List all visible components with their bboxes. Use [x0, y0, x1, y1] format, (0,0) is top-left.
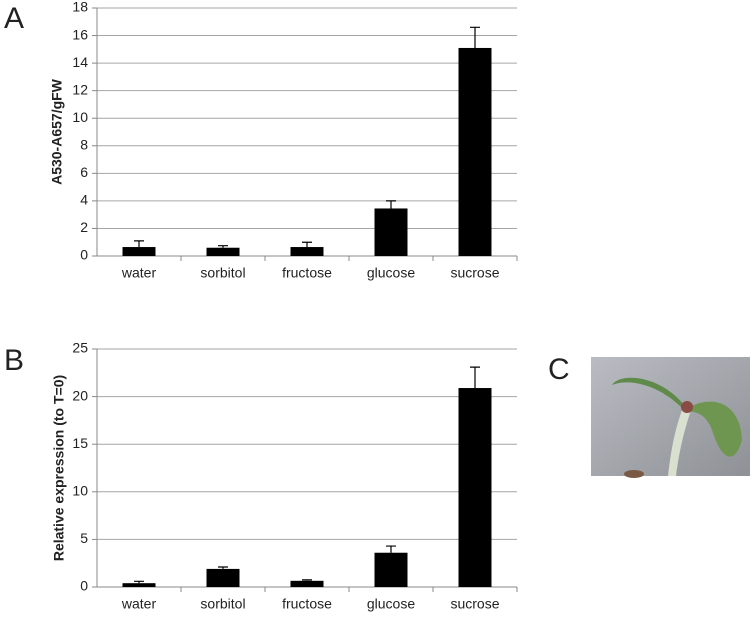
- panel-label: C: [548, 353, 570, 386]
- y-tick-label: 10: [72, 109, 88, 125]
- x-tick-label: fructose: [282, 265, 332, 281]
- x-tick-label: sorbitol: [200, 596, 245, 612]
- error-bar: [386, 545, 396, 553]
- y-tick-label: 4: [80, 192, 88, 208]
- apex: [681, 401, 693, 413]
- bar: [290, 580, 324, 587]
- photo: [591, 357, 750, 478]
- y-tick-label: 20: [72, 387, 88, 403]
- y-tick-label: 15: [72, 435, 88, 451]
- y-tick-label: 2: [80, 219, 88, 235]
- error-bar: [302, 579, 312, 581]
- bar: [374, 208, 408, 256]
- leaf: [688, 401, 742, 457]
- error-bar: [218, 566, 228, 569]
- leaf: [612, 377, 684, 410]
- y-tick-label: 25: [72, 340, 88, 356]
- error-bar: [302, 241, 312, 248]
- error-bar: [470, 26, 480, 48]
- bar: [122, 247, 156, 256]
- y-tick-label: 16: [72, 26, 88, 42]
- error-bar: [470, 366, 480, 389]
- y-tick-label: 6: [80, 164, 88, 180]
- x-tick-label: glucose: [367, 596, 415, 612]
- bar: [206, 568, 240, 587]
- y-tick-label: 12: [72, 81, 88, 97]
- bar: [290, 247, 324, 256]
- error-bar: [386, 200, 396, 209]
- x-tick-label: sorbitol: [200, 265, 245, 281]
- y-tick-label: 14: [72, 54, 88, 70]
- y-tick-label: 0: [80, 578, 88, 594]
- bar: [458, 47, 492, 257]
- y-axis-title: Relative expression (to T=0): [51, 375, 67, 561]
- y-tick-label: 5: [80, 530, 88, 546]
- error-bar: [134, 580, 144, 584]
- x-tick-label: fructose: [282, 596, 332, 612]
- debris: [624, 470, 644, 478]
- panel-label: A: [4, 2, 24, 35]
- y-tick-label: 10: [72, 483, 88, 499]
- x-tick-label: water: [121, 265, 157, 281]
- x-tick-label: water: [121, 596, 157, 612]
- y-tick-label: 18: [72, 0, 88, 15]
- x-tick-label: glucose: [367, 265, 415, 281]
- y-tick-label: 0: [80, 247, 88, 263]
- bar: [122, 583, 156, 587]
- error-bar: [134, 240, 144, 248]
- error-bar: [218, 245, 228, 248]
- x-tick-label: sucrose: [450, 265, 499, 281]
- panel-label: B: [4, 344, 24, 377]
- y-tick-label: 8: [80, 136, 88, 152]
- stem: [668, 405, 692, 476]
- bar: [458, 388, 492, 587]
- bar: [206, 247, 240, 256]
- y-axis-title: A530-A657/gFW: [49, 78, 65, 185]
- x-tick-label: sucrose: [450, 596, 499, 612]
- bar: [374, 552, 408, 587]
